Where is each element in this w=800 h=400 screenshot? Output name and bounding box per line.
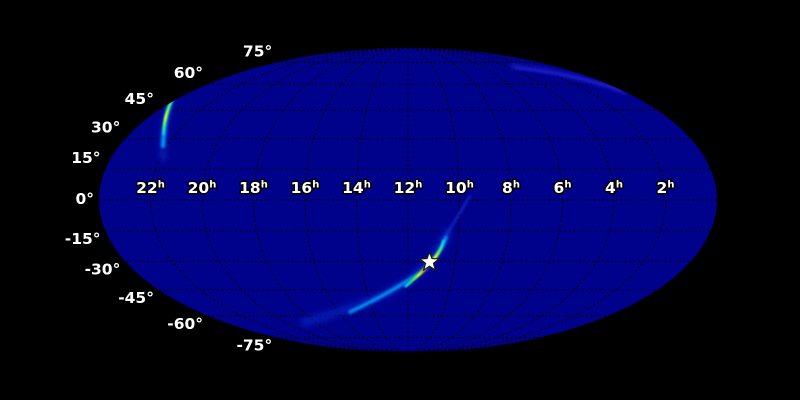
tick-labels: 75° 60° 45° 30° 15° 0° -15° -30° -45° -60° -75° 22h…: [63, 41, 676, 356]
ra-tick-label: 8h: [502, 179, 520, 197]
dec-tick-label: -15°: [65, 230, 101, 248]
ra-tick-label: 22h: [136, 179, 165, 197]
dec-tick-label: -30°: [85, 260, 121, 278]
ra-tick-label: 2h: [657, 179, 675, 197]
graticule: [98, 47, 718, 353]
meridian-line: [149, 47, 409, 353]
ra-tick-label: 6h: [554, 179, 572, 197]
projection-ellipse: [99, 48, 717, 352]
ra-tick-label: 10h: [445, 179, 474, 197]
dec-tick-label: 30°: [91, 119, 120, 137]
dec-tick-label: 60°: [174, 64, 203, 82]
dec-tick-label: 75°: [243, 42, 272, 60]
northeast-faint-arc: [509, 63, 629, 95]
lobe-layer: [445, 194, 472, 236]
dec-tick-label: -60°: [167, 315, 203, 333]
event-star-marker: [418, 250, 441, 272]
dec-tick-label: -75°: [236, 337, 272, 355]
dec-tick-label: -45°: [118, 289, 154, 307]
ra-tick-label: 18h: [239, 179, 268, 197]
dec-tick-label: 45°: [125, 90, 154, 108]
dec-tick-label: 0°: [75, 190, 94, 208]
ra-tick-label: 16h: [291, 179, 320, 197]
ra-tick-label: 14h: [342, 179, 371, 197]
ra-tick-label: 20h: [188, 179, 217, 197]
dec-tick-label: 15°: [71, 149, 100, 167]
ra-tick-label: 12h: [394, 179, 423, 197]
star-icon: [418, 250, 441, 272]
meridian-line: [304, 47, 409, 353]
ra-tick-label: 4h: [605, 179, 623, 197]
lobe-layer: [515, 67, 621, 91]
meridian-line: [407, 47, 512, 353]
